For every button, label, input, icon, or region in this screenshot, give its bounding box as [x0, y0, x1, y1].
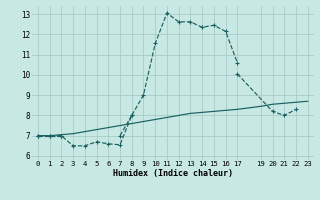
X-axis label: Humidex (Indice chaleur): Humidex (Indice chaleur) — [113, 169, 233, 178]
